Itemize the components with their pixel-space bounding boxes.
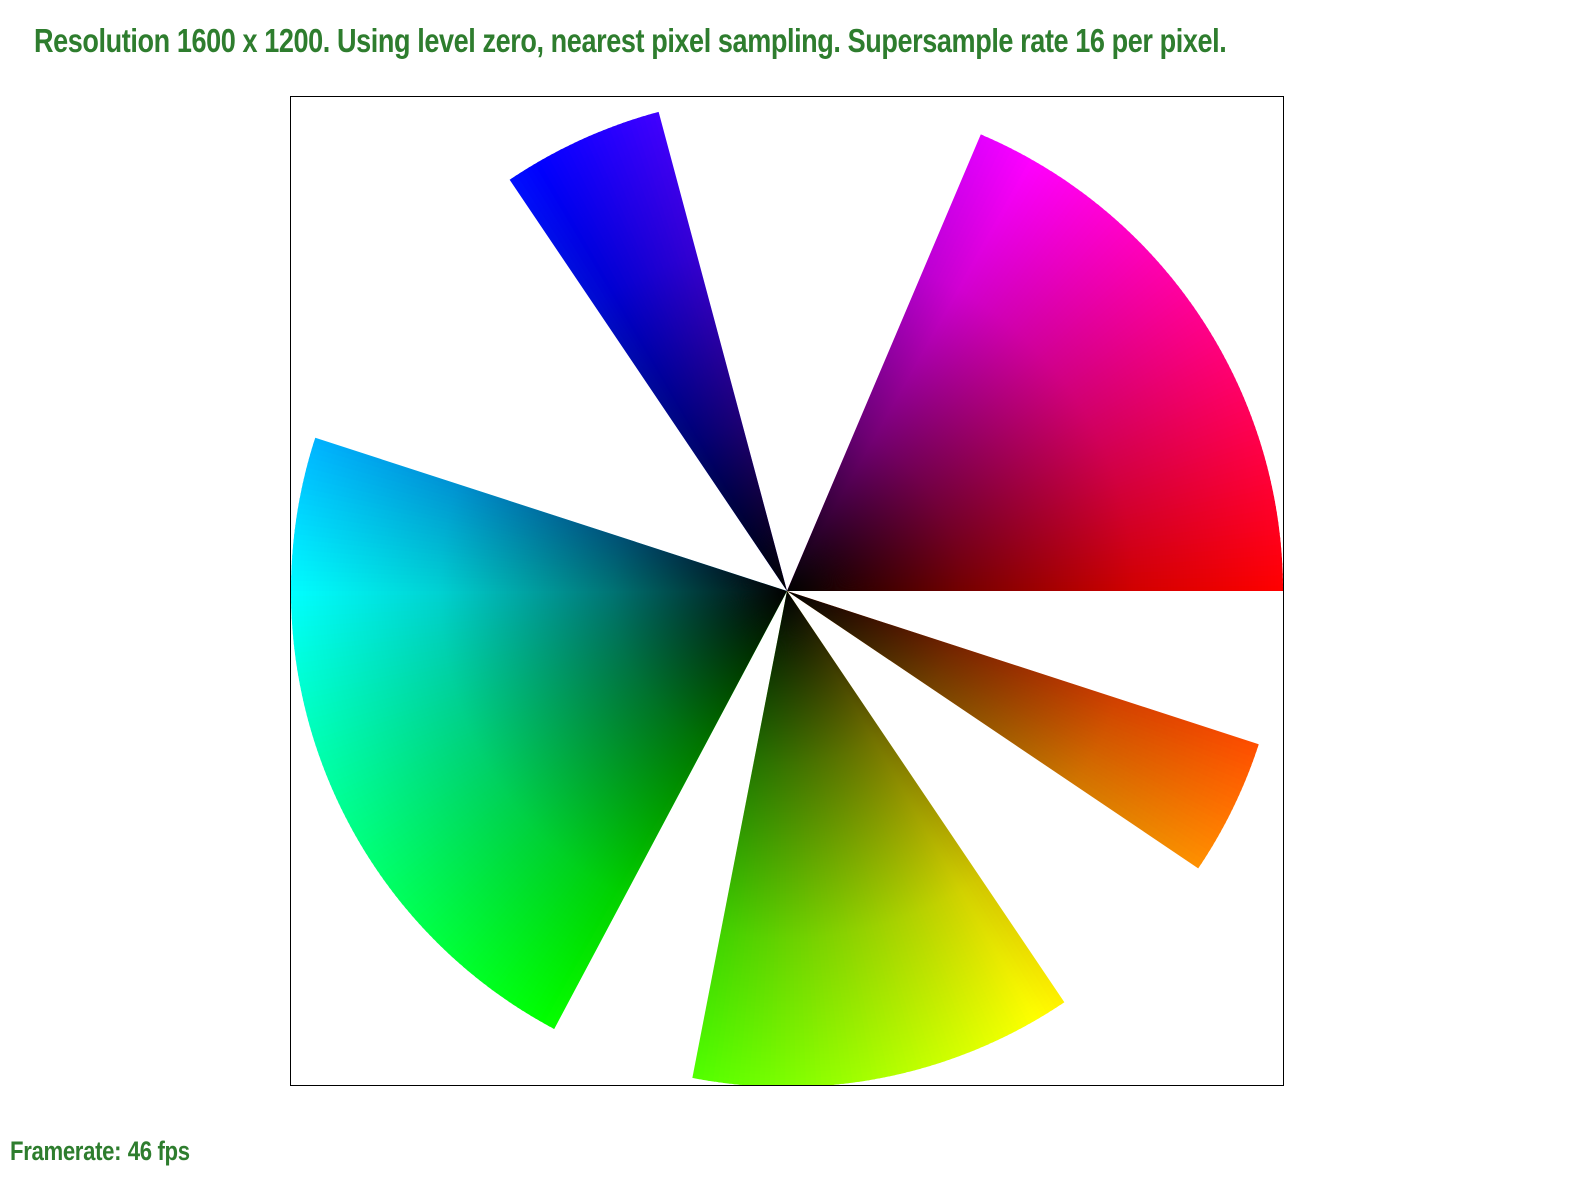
wheel-sector-5 (787, 591, 1259, 869)
wheel-sector-2 (509, 111, 787, 592)
framerate-label: Framerate: (10, 1136, 122, 1166)
color-wheel (291, 111, 1283, 1085)
framerate-readout: Framerate: 46 fps (10, 1136, 190, 1167)
wheel-sector-4 (692, 591, 1065, 1085)
wheel-sector-1 (787, 134, 1283, 592)
framerate-value: 46 fps (127, 1136, 190, 1166)
render-viewport[interactable] (290, 96, 1284, 1086)
wheel-sector-3 (291, 437, 787, 1029)
resolution-info-text: Resolution 1600 x 1200. Using level zero… (34, 22, 1227, 59)
